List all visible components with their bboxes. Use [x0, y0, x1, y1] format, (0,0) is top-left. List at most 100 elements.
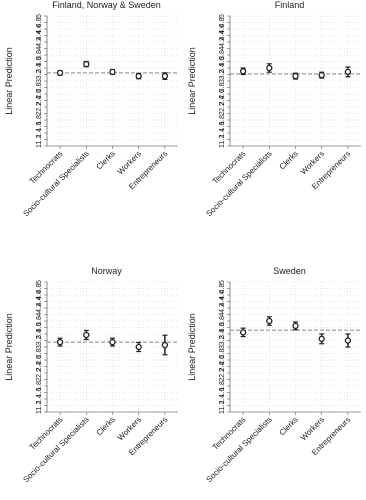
- y-tick-label: 1.8: [36, 115, 43, 125]
- y-tick-label: 2.8: [36, 83, 43, 93]
- y-tick-label: 1.2: [36, 135, 43, 145]
- point: [161, 341, 169, 349]
- point: [318, 72, 325, 79]
- y-tick-label: 1.4: [36, 128, 43, 138]
- point: [161, 72, 169, 80]
- y-tick-label: 1.8: [36, 381, 43, 391]
- y-tick-label: 4.4: [36, 297, 43, 307]
- y-tick-label: 3.2: [36, 336, 43, 346]
- y-tick-label: 2: [219, 111, 226, 115]
- y-tick-label: 2: [36, 111, 43, 115]
- y-tick-label: 1.6: [219, 122, 226, 132]
- point: [109, 68, 116, 76]
- y-tick-label: 4.4: [219, 31, 226, 41]
- y-tick-label: 1.2: [219, 401, 226, 411]
- y-tick-label: 4.6: [219, 290, 226, 300]
- y-tick-label: 2.6: [36, 89, 43, 99]
- y-tick-label: 4.6: [219, 24, 226, 34]
- y-tick-label: 5: [219, 280, 226, 284]
- point: [318, 335, 325, 343]
- point: [239, 329, 247, 336]
- y-axis-label: Linear Prediction: [187, 47, 197, 115]
- y-tick-label: 5: [36, 280, 43, 284]
- y-tick-label: 2.4: [36, 362, 43, 372]
- y-tick-label: 2: [219, 377, 226, 381]
- point: [109, 338, 116, 346]
- y-tick-label: 4.2: [219, 37, 226, 47]
- y-tick-label: 3.6: [219, 57, 226, 67]
- y-tick-label: 3: [219, 79, 226, 83]
- y-tick-label: 1: [219, 410, 226, 414]
- point: [344, 68, 352, 76]
- x-tick-label: Clerks: [95, 415, 117, 437]
- y-tick-label: 4.2: [36, 303, 43, 313]
- y-tick-label: 5: [36, 14, 43, 18]
- y-tick-label: 3.2: [36, 70, 43, 80]
- y-tick-label: 2.2: [36, 102, 43, 112]
- y-tick-label: 1.4: [36, 394, 43, 404]
- y-tick-label: 3: [36, 79, 43, 83]
- y-tick-label: 4.8: [219, 18, 226, 28]
- y-tick-label: 3.4: [219, 63, 226, 73]
- y-tick-label: 2.4: [36, 96, 43, 106]
- y-tick-label: 4.8: [36, 284, 43, 294]
- point: [56, 69, 64, 77]
- y-tick-label: 3.6: [219, 323, 226, 333]
- y-axis-label: Linear Prediction: [4, 47, 14, 115]
- y-tick-label: 2.2: [219, 102, 226, 112]
- y-tick-label: 1.8: [219, 381, 226, 391]
- y-tick-label: 4: [36, 46, 43, 50]
- y-tick-label: 3: [36, 345, 43, 349]
- y-tick-label: 4.8: [36, 18, 43, 28]
- point: [292, 322, 299, 330]
- y-tick-label: 3.4: [36, 329, 43, 339]
- y-tick-label: 2.4: [219, 362, 226, 372]
- panel-title: Finland: [275, 0, 305, 10]
- y-tick-label: 1: [36, 410, 43, 414]
- y-tick-label: 2.4: [219, 96, 226, 106]
- y-tick-label: 4: [219, 46, 226, 50]
- panel-title: Sweden: [273, 266, 306, 276]
- y-tick-label: 1.6: [36, 388, 43, 398]
- y-tick-label: 2: [36, 377, 43, 381]
- x-tick-label: Clerks: [278, 415, 300, 437]
- y-tick-label: 4.4: [36, 31, 43, 41]
- y-tick-label: 4.2: [36, 37, 43, 47]
- x-tick-label: Clerks: [95, 149, 117, 171]
- y-tick-label: 2.2: [219, 368, 226, 378]
- point: [135, 72, 142, 80]
- point: [83, 331, 90, 339]
- y-tick-label: 5: [219, 14, 226, 18]
- panel-title: Norway: [91, 266, 122, 276]
- y-tick-label: 4: [36, 312, 43, 316]
- y-tick-label: 4.6: [36, 24, 43, 34]
- y-tick-label: 4.8: [219, 284, 226, 294]
- x-tick-label: Clerks: [278, 149, 300, 171]
- y-tick-label: 2.8: [219, 83, 226, 93]
- point: [292, 72, 299, 80]
- y-tick-label: 3.8: [36, 50, 43, 60]
- y-tick-label: 1.2: [36, 401, 43, 411]
- y-axis-label: Linear Prediction: [187, 313, 197, 381]
- y-tick-label: 1: [36, 144, 43, 148]
- point: [239, 68, 247, 75]
- y-tick-label: 4.2: [219, 303, 226, 313]
- y-tick-label: 1.8: [219, 115, 226, 125]
- y-tick-label: 1.6: [219, 388, 226, 398]
- y-tick-label: 3: [219, 345, 226, 349]
- y-tick-label: 2.8: [36, 349, 43, 359]
- y-axis-label: Linear Prediction: [4, 313, 14, 381]
- y-tick-label: 4.6: [36, 290, 43, 300]
- y-tick-label: 2.8: [219, 349, 226, 359]
- y-tick-label: 1.4: [219, 394, 226, 404]
- y-tick-label: 2.6: [219, 355, 226, 365]
- y-tick-label: 1.2: [219, 135, 226, 145]
- y-tick-label: 2.6: [219, 89, 226, 99]
- y-tick-label: 3.8: [219, 316, 226, 326]
- y-tick-label: 3.2: [219, 336, 226, 346]
- y-tick-label: 3.6: [36, 323, 43, 333]
- y-tick-label: 4: [219, 312, 226, 316]
- y-tick-label: 3.4: [219, 329, 226, 339]
- y-tick-label: 3.4: [36, 63, 43, 73]
